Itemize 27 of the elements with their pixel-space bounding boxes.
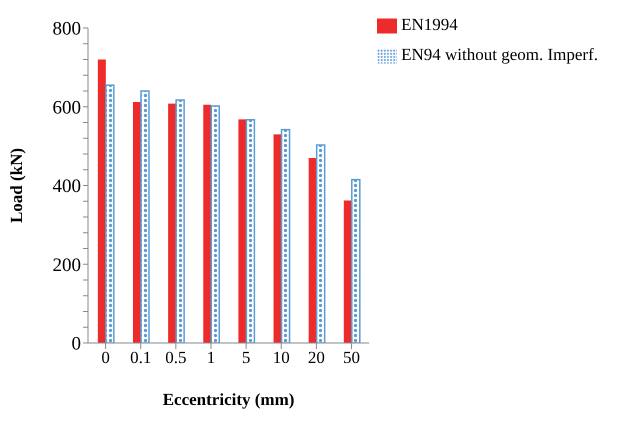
bar	[140, 90, 150, 343]
bar	[168, 104, 176, 343]
x-axis-title: Eccentricity (mm)	[162, 390, 294, 409]
legend-label: EN94 without geom. Imperf.	[401, 45, 598, 64]
x-tick-label: 0	[101, 348, 110, 368]
legend-label: EN1994	[401, 15, 458, 34]
x-tick-label: 10	[272, 348, 290, 368]
bar	[351, 178, 361, 343]
bar	[246, 118, 256, 343]
y-axis-title: Load (kN)	[7, 148, 26, 224]
y-tick-label: 800	[52, 18, 81, 40]
x-tick-label: 50	[343, 348, 360, 368]
bar	[175, 99, 185, 343]
x-tick-label: 0.5	[165, 348, 186, 368]
bar	[280, 128, 290, 343]
bar	[308, 158, 317, 343]
bar	[316, 144, 326, 343]
y-tick-label: 200	[52, 254, 81, 276]
x-tick-label: 20	[308, 348, 325, 368]
x-tick-label: 0.1	[130, 348, 152, 368]
y-tick-label: 600	[52, 97, 81, 118]
x-tick-label: 1	[206, 348, 216, 368]
y-tick-label: 400	[52, 176, 81, 198]
x-tick-label: 5	[242, 348, 250, 368]
bar	[274, 134, 282, 343]
bar	[210, 105, 220, 343]
bar	[105, 84, 115, 343]
